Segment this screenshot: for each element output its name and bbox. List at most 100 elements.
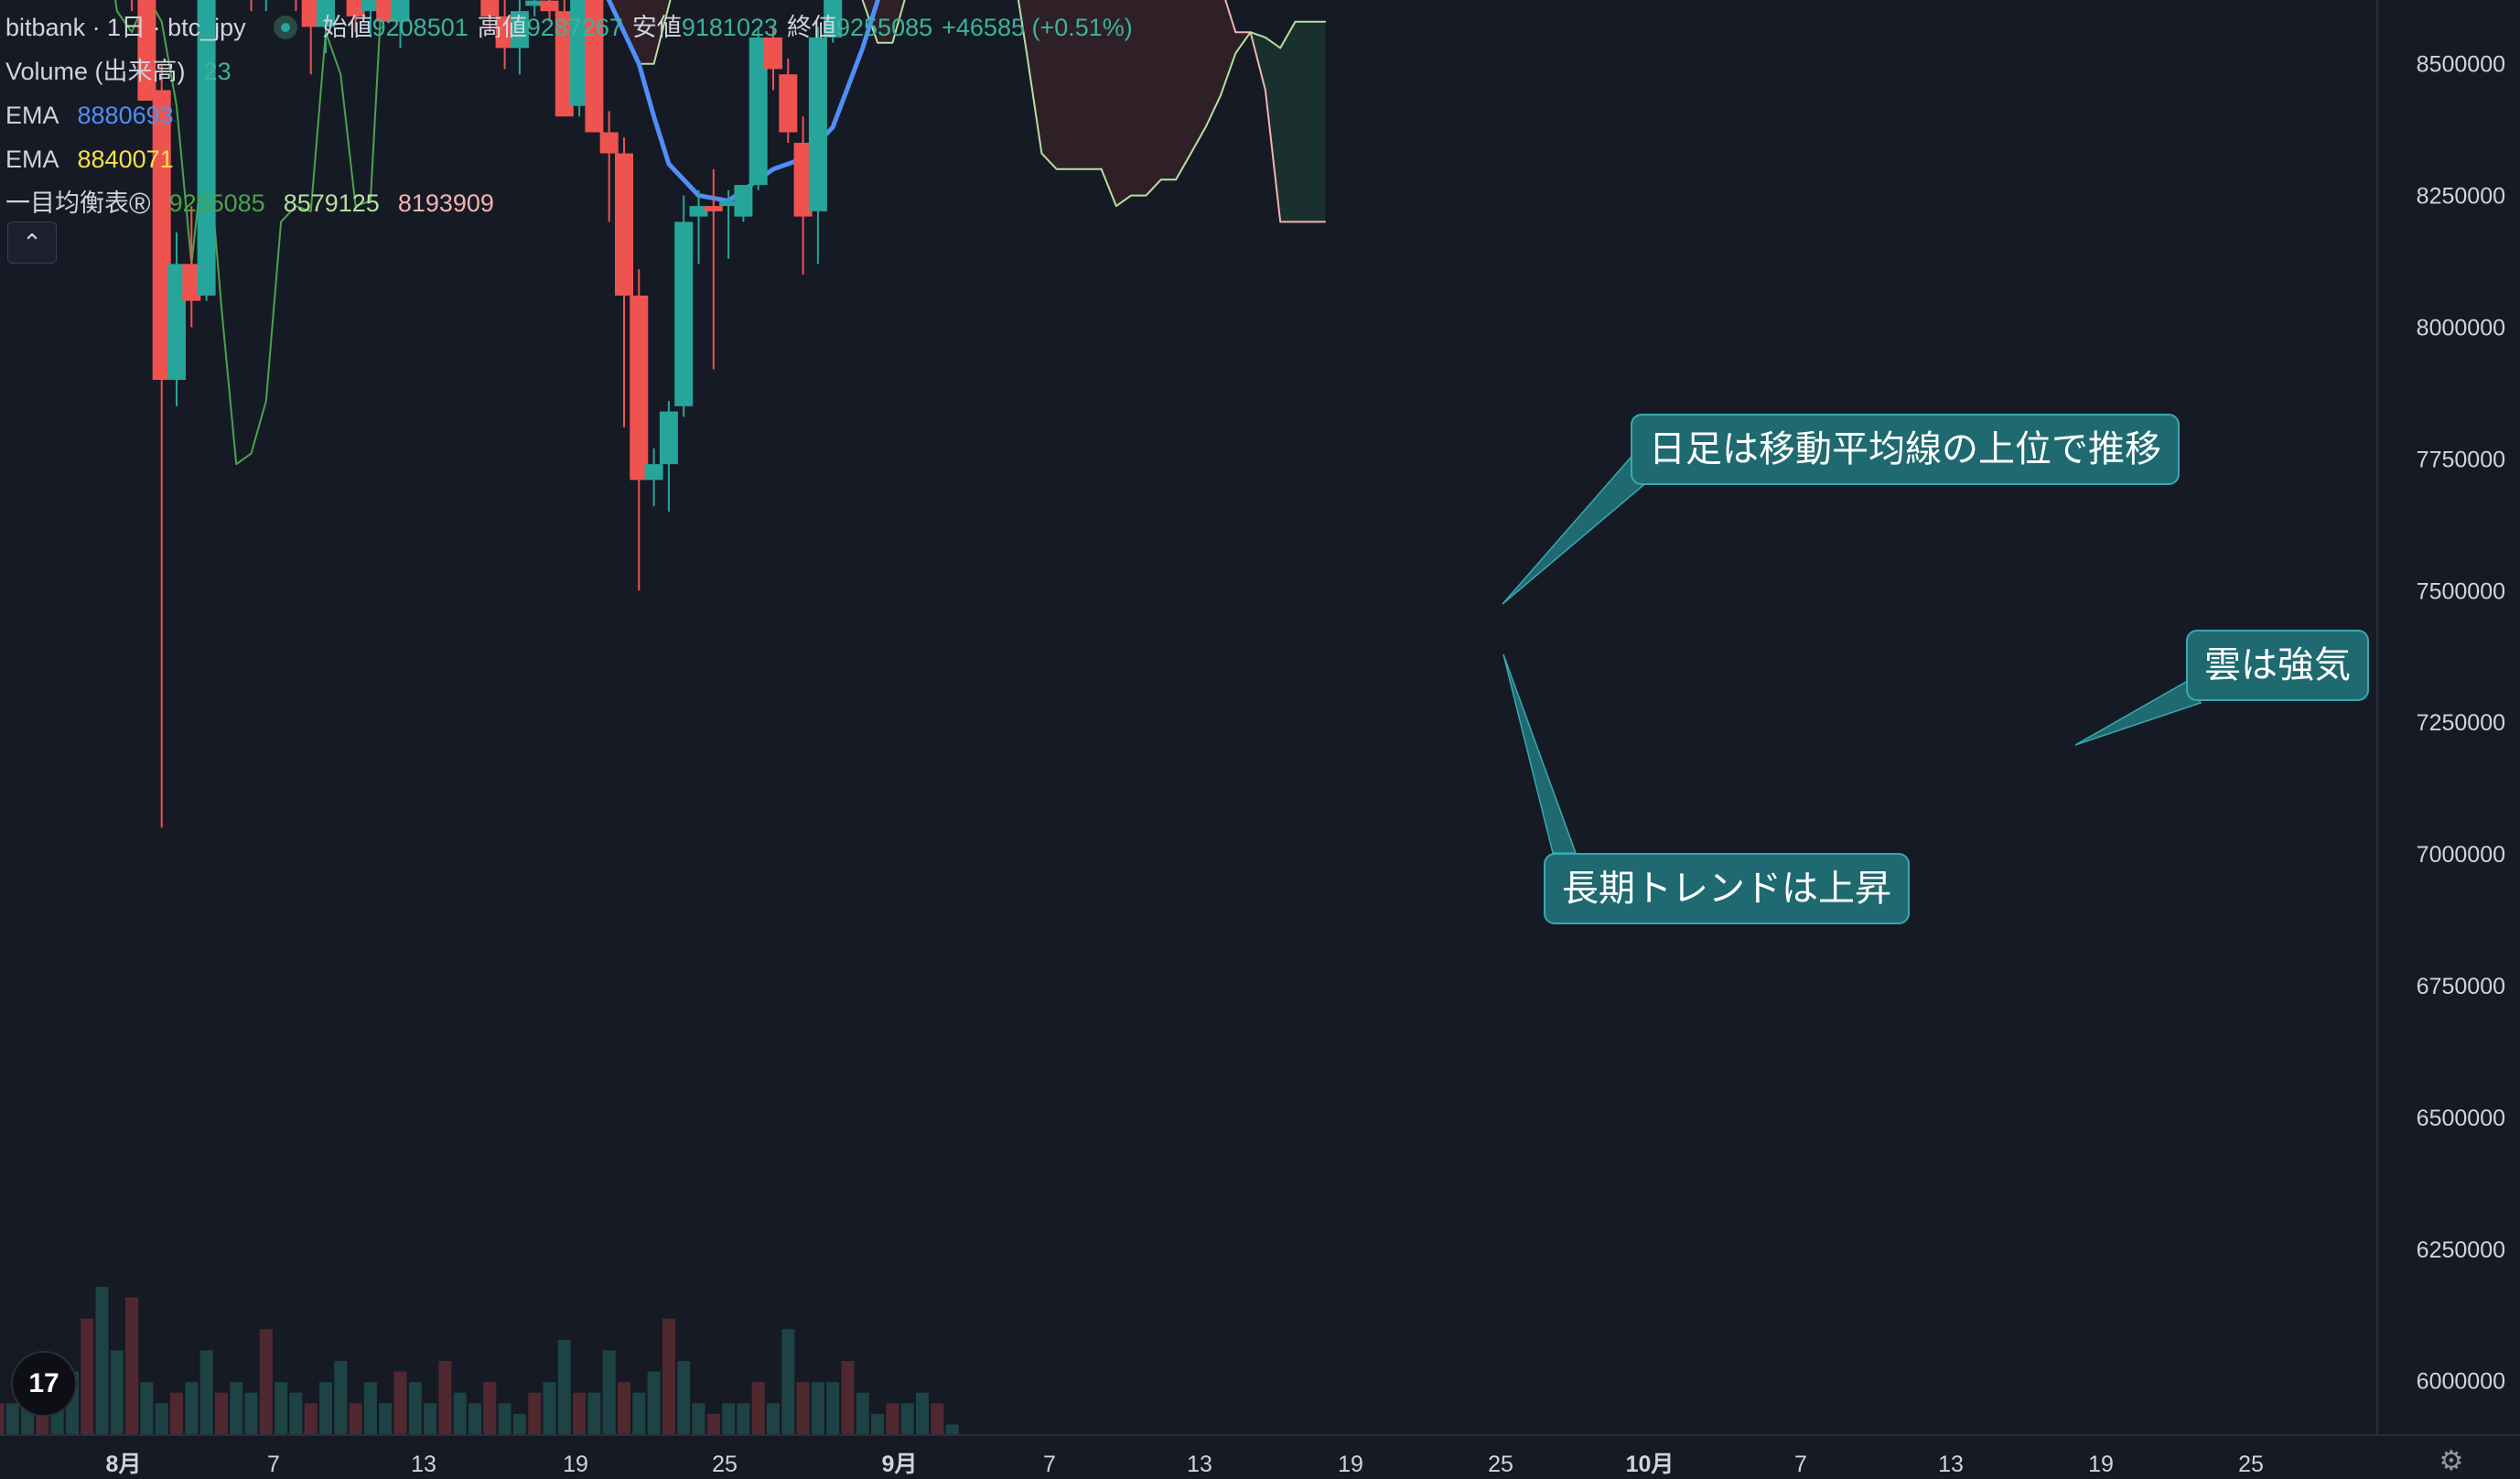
ema1-label: EMA [5,102,59,129]
volume-bar [886,1403,899,1435]
x-tick-label: 19 [1338,1452,1363,1477]
volume-bar [155,1403,168,1435]
volume-bar [900,1403,914,1435]
candle-body [182,264,201,301]
y-tick-label: 6000000 [2417,1369,2505,1395]
volume-label: Volume (出来高) [5,58,186,85]
candle-body [793,143,813,217]
ichimoku-value-3: 8193909 [397,189,494,217]
volume-bar [468,1403,481,1435]
candle-body [346,0,365,16]
cloud-segment [608,0,671,64]
candle-body [480,0,500,16]
volume-bar [289,1392,303,1435]
volume-bar [573,1392,587,1435]
volume-bar [185,1382,199,1435]
volume-bar [781,1329,795,1435]
price-scale [2377,0,2520,1479]
ema1-legend[interactable]: EMA 8880693 [5,93,1133,137]
y-tick-label: 7250000 [2417,710,2505,736]
gear-icon[interactable]: ⚙ [2439,1446,2464,1476]
high-value: 9287267 [526,14,623,41]
candle-body [391,0,410,22]
volume-bar [259,1329,273,1435]
y-tick-label: 6250000 [2417,1237,2505,1263]
volume-bar [498,1403,512,1435]
candle-body [644,464,663,480]
volume-bar [587,1392,601,1435]
chikou-line [114,0,382,466]
x-tick-label: 7 [1794,1452,1807,1477]
volume-bar [528,1392,542,1435]
chart-legend: bitbank · 1日 · btc_jpy 始値 9208501 高値 92872… [5,5,1133,225]
y-tick-label: 8250000 [2417,184,2505,210]
volume-legend[interactable]: Volume (出来高) 23 [5,49,1133,93]
callout-ma: 日足は移動平均線の上位で推移 [1631,414,2180,485]
volume-bar [722,1403,736,1435]
x-tick-label: 13 [1938,1452,1964,1477]
candle-body [585,0,604,133]
callout-pointer [1502,653,1578,854]
cloud-segment [862,0,1251,207]
y-tick-label: 8500000 [2417,52,2505,78]
candle-body [197,0,216,296]
candle-body [570,0,589,106]
x-tick-label: 25 [712,1452,738,1477]
candle-body [734,185,753,217]
candle-body [376,0,395,22]
volume-bar [379,1403,393,1435]
candles [131,0,843,828]
close-label: 終値 [787,14,836,41]
volume-bar [945,1424,959,1435]
volume-bar [811,1382,824,1435]
market-status-icon [273,16,297,39]
y-tick-label: 6500000 [2417,1106,2505,1131]
volume-bar [512,1413,526,1435]
candle-body [615,153,633,296]
volume-bar [602,1350,616,1435]
volume-bar [706,1413,720,1435]
volume-bar [140,1382,154,1435]
ichimoku-legend[interactable]: 一目均衡表 ® 9255085 8579125 8193909 [5,181,1133,225]
volume-bar [244,1392,258,1435]
candle-body [301,0,320,27]
volume-bar [737,1403,750,1435]
volume-bar [334,1361,348,1435]
chart-title[interactable]: bitbank · 1日 · btc_jpy [5,14,246,41]
x-tick-label: 9月 [882,1452,918,1477]
y-tick-label: 7750000 [2417,447,2505,472]
volume-bar [767,1403,780,1435]
y-tick-label: 6750000 [2417,974,2505,999]
x-tick-label: 7 [267,1452,280,1477]
candle-body [555,11,574,117]
volume-bar [408,1382,422,1435]
ema2-value: 8840071 [77,146,174,173]
volume-bar [349,1403,362,1435]
volume-value: 23 [203,58,232,85]
volume-bar [275,1382,288,1435]
cloud-segment [1250,21,1326,222]
tradingview-logo-icon[interactable]: 17 [11,1351,77,1417]
candle-body [630,295,649,480]
candle-body [540,0,559,12]
ema2-legend[interactable]: EMA 8840071 [5,137,1133,181]
x-tick-label: 8月 [106,1452,142,1477]
high-label: 高値 [477,14,527,41]
volume-bar [319,1382,332,1435]
volume-bar [230,1382,243,1435]
candle-body [495,16,514,49]
volume-bar [0,1403,5,1435]
open-label: 始値 [322,14,372,41]
volume-bar [871,1413,885,1435]
candle-body [704,206,723,211]
chevron-up-icon[interactable]: ⌃ [7,221,57,264]
y-tick-label: 8000000 [2417,316,2505,341]
x-tick-label: 19 [2088,1452,2114,1477]
volume-bar [170,1392,183,1435]
volume-bar [618,1382,630,1435]
volume-bar [110,1350,124,1435]
x-tick-label: 7 [1043,1452,1056,1477]
volume-bar [393,1371,407,1435]
